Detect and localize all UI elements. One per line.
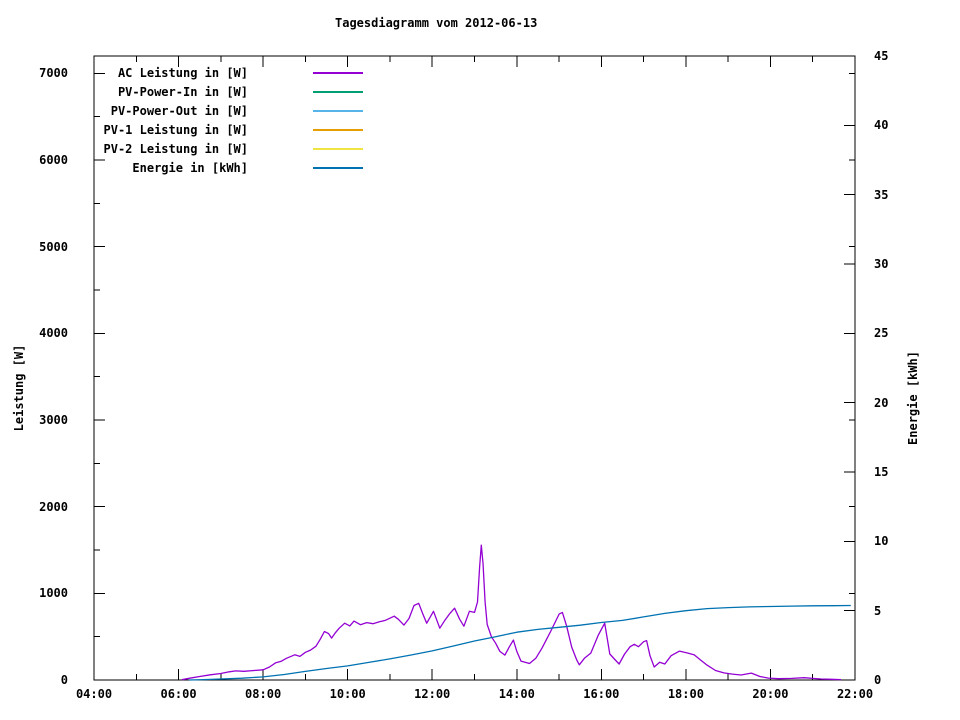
y-right-tick-label: 5 bbox=[874, 603, 882, 618]
y-left-tick-label: 0 bbox=[60, 673, 68, 687]
x-tick-label: 10:00 bbox=[329, 687, 366, 701]
y-axis-left-label: Leistung [W] bbox=[12, 344, 26, 432]
legend-label: PV-Power-In in [W] bbox=[117, 84, 248, 99]
y-right-tick-label: 30 bbox=[874, 257, 889, 271]
legend-label: PV-2 Leistung in [W] bbox=[103, 141, 249, 156]
y-right-tick-label: 10 bbox=[874, 534, 889, 549]
y-left-tick-label: 4000 bbox=[39, 326, 68, 341]
y-right-tick-label: 35 bbox=[874, 187, 889, 202]
x-tick-label: 06:00 bbox=[160, 687, 197, 701]
x-tick-label: 12:00 bbox=[414, 687, 451, 701]
legend-entry: PV-2 Leistung in [W] bbox=[93, 139, 363, 158]
legend-label: Energie in [kWh] bbox=[132, 160, 248, 175]
y-left-tick-label: 3000 bbox=[39, 413, 68, 427]
y-right-tick-label: 20 bbox=[874, 395, 889, 410]
legend-label: PV-Power-Out in [W] bbox=[110, 103, 248, 118]
legend-line-sample bbox=[313, 166, 363, 169]
legend-line-sample bbox=[313, 90, 363, 93]
legend-label: PV-1 Leistung in [W] bbox=[103, 122, 249, 137]
x-tick-label: 18:00 bbox=[667, 687, 704, 701]
series-curve-ac-leistung-in-w bbox=[181, 544, 842, 681]
legend-label: AC Leistung in [W] bbox=[117, 65, 248, 80]
legend-entry: AC Leistung in [W] bbox=[93, 63, 363, 82]
y-left-tick-label: 5000 bbox=[39, 239, 68, 254]
legend-line-sample bbox=[313, 71, 363, 74]
series-curve-energie-in-kwh bbox=[189, 604, 851, 681]
legend-line-sample bbox=[313, 128, 363, 131]
legend-line-sample bbox=[313, 147, 363, 150]
x-tick-label: 08:00 bbox=[245, 687, 282, 701]
chart-title: Tagesdiagramm vom 2012-06-13 bbox=[335, 16, 538, 30]
x-tick-label: 16:00 bbox=[583, 687, 620, 701]
x-tick-label: 04:00 bbox=[75, 687, 113, 701]
legend: AC Leistung in [W] PV-Power-In in [W] PV-P… bbox=[93, 63, 363, 177]
y-left-tick-label: 6000 bbox=[39, 153, 68, 167]
y-right-tick-label: 45 bbox=[874, 49, 889, 63]
y-right-tick-label: 25 bbox=[874, 326, 889, 341]
legend-entry: Energie in [kWh] bbox=[93, 158, 363, 177]
legend-entry: PV-1 Leistung in [W] bbox=[93, 120, 363, 139]
legend-line-sample bbox=[313, 109, 363, 112]
y-right-tick-label: 40 bbox=[874, 118, 889, 133]
y-left-tick-label: 1000 bbox=[39, 586, 68, 601]
x-tick-label: 20:00 bbox=[752, 687, 789, 701]
y-left-tick-label: 2000 bbox=[39, 499, 68, 514]
x-tick-label: 22:00 bbox=[836, 687, 874, 701]
x-tick-label: 14:00 bbox=[498, 687, 535, 701]
y-right-tick-label: 0 bbox=[874, 673, 882, 687]
y-axis-right-label: Energie [kWh] bbox=[906, 351, 920, 445]
y-left-tick-label: 7000 bbox=[39, 66, 68, 81]
y-right-tick-label: 15 bbox=[874, 465, 889, 479]
legend-entry: PV-Power-Out in [W] bbox=[93, 101, 363, 120]
legend-entry: PV-Power-In in [W] bbox=[93, 82, 363, 101]
